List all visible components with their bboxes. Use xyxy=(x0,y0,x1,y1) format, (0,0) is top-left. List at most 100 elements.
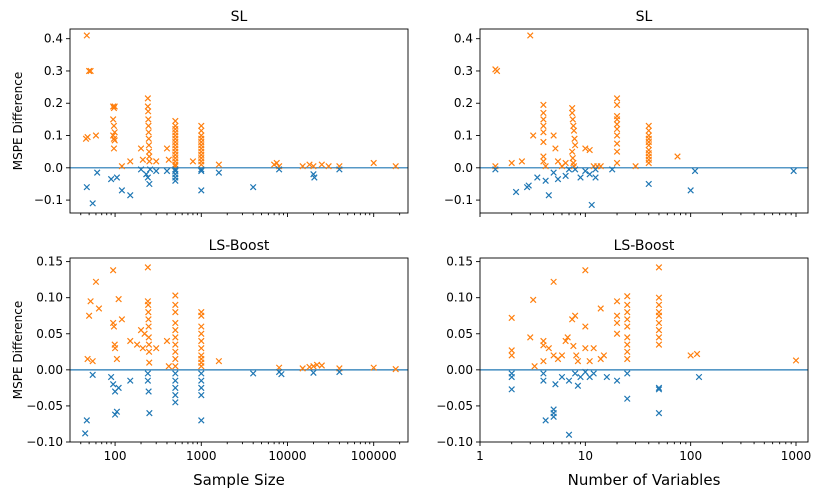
chart-3-point-0-20 xyxy=(574,357,582,365)
chart-3-frame xyxy=(479,257,809,443)
chart-3-point-1-12 xyxy=(565,377,573,384)
chart-1-point-0-5 xyxy=(518,158,526,165)
chart-1-point-0-47 xyxy=(632,162,639,170)
chart-3-point-1-23 xyxy=(655,384,663,392)
chart-3-point-0-7 xyxy=(540,342,547,349)
chart-1-point-1-15 xyxy=(588,201,595,209)
chart-1-point-1-16 xyxy=(592,166,599,173)
chart-3-point-0-46 xyxy=(655,312,663,319)
chart-1-title: SL xyxy=(636,9,653,25)
chart-3-point-0-41 xyxy=(624,355,631,363)
chart-2-point-1-26 xyxy=(278,370,285,378)
chart-2-point-0-51 xyxy=(198,363,205,370)
chart-2-point-1-28 xyxy=(336,368,343,376)
chart-3-point-1-4 xyxy=(540,377,547,384)
chart-1-point-0-58 xyxy=(645,159,652,167)
chart-3-point-0-29 xyxy=(613,298,621,305)
chart-2-point-0-24 xyxy=(145,323,152,330)
chart-0-point-1-5 xyxy=(118,187,126,194)
chart-2-point-0-8 xyxy=(110,323,118,330)
chart-0-ytick-label-0: −0.1 xyxy=(34,193,63,207)
chart-2-point-0-43 xyxy=(198,312,205,319)
chart-3-ytick-label-4: 0.10 xyxy=(446,291,473,305)
chart-1-point-1-11 xyxy=(571,166,579,173)
chart-1-point-0-3 xyxy=(529,132,537,139)
chart-3-point-1-19 xyxy=(603,373,611,381)
chart-0-point-0-8 xyxy=(111,103,118,110)
chart-1-point-0-9 xyxy=(540,116,547,123)
chart-1-frame xyxy=(479,28,809,214)
chart-3-point-0-25 xyxy=(590,344,597,352)
chart-0-point-0-67 xyxy=(306,161,313,168)
chart-1-point-0-13 xyxy=(540,153,547,160)
chart-3-ytick-label-0: −0.10 xyxy=(436,435,473,449)
chart-2-point-1-18 xyxy=(172,399,179,406)
chart-2-ytick-label-1: −0.05 xyxy=(26,399,63,413)
chart-3-ytick-label-1: −0.05 xyxy=(436,399,473,413)
chart-2-point-0-12 xyxy=(115,295,122,303)
chart-1-ytick-label-2: 0.1 xyxy=(454,129,473,143)
chart-3-point-1-1 xyxy=(508,373,515,381)
chart-3-point-0-50 xyxy=(655,341,663,348)
chart-0-point-0-49 xyxy=(189,158,197,165)
chart-2-xtick-label-2: 10000 xyxy=(268,449,306,463)
chart-2-ytick-label-4: 0.10 xyxy=(36,291,63,305)
chart-2-point-1-14 xyxy=(172,370,179,377)
chart-1-point-0-15 xyxy=(542,162,549,170)
chart-1-point-0-40 xyxy=(613,116,621,123)
chart-2-point-0-6 xyxy=(109,267,117,274)
chart-2-xtick-label-0: 100 xyxy=(104,449,127,463)
chart-0-point-1-24 xyxy=(275,166,283,173)
panel-lsboost-sample-size: −0.10 −0.05 0.00 0.05 0.10 0.15 100 1000 10000 10… xyxy=(11,238,409,489)
chart-2-point-0-40 xyxy=(172,355,179,363)
chart-1-point-0-46 xyxy=(613,159,621,167)
chart-0-point-0-23 xyxy=(145,116,152,123)
chart-0-point-1-1 xyxy=(89,200,96,207)
chart-2-point-0-34 xyxy=(172,308,179,316)
chart-1-point-1-5 xyxy=(542,177,549,184)
chart-2-point-1-9 xyxy=(127,377,134,384)
chart-1-ytick-label-3: 0.2 xyxy=(454,96,473,110)
chart-3-point-0-39 xyxy=(624,341,631,348)
chart-0-point-1-12 xyxy=(152,167,160,175)
chart-0-point-0-15 xyxy=(110,145,118,152)
chart-0-point-0-61 xyxy=(198,161,205,168)
chart-1-point-1-12 xyxy=(577,174,584,181)
chart-3-point-1-8 xyxy=(550,413,557,420)
chart-0-point-0-27 xyxy=(145,141,153,149)
chart-1-point-1-14 xyxy=(586,171,593,178)
chart-3-point-0-47 xyxy=(655,319,663,327)
chart-1-point-0-21 xyxy=(568,104,576,112)
chart-1-point-0-42 xyxy=(613,125,621,133)
chart-2-point-0-36 xyxy=(172,326,179,334)
chart-1-point-1-3 xyxy=(525,182,532,189)
chart-3-point-0-17 xyxy=(570,342,577,350)
chart-0-point-0-30 xyxy=(146,158,153,165)
chart-1-point-0-12 xyxy=(540,138,547,146)
chart-2-point-0-26 xyxy=(145,341,153,348)
chart-3-point-0-21 xyxy=(582,267,589,274)
chart-1-point-0-27 xyxy=(571,141,579,149)
chart-3-xtick-label-3: 1000 xyxy=(781,449,812,463)
chart-1-point-1-18 xyxy=(608,166,616,173)
chart-3-point-1-26 xyxy=(695,373,703,381)
chart-3-point-1-25 xyxy=(655,386,663,393)
chart-1-point-1-6 xyxy=(545,192,553,199)
chart-2-point-0-45 xyxy=(198,330,205,337)
chart-3-point-0-35 xyxy=(624,308,631,316)
chart-0-point-0-34 xyxy=(172,117,179,125)
chart-0-ylabel: MSPE Difference xyxy=(11,72,25,170)
chart-3-point-0-37 xyxy=(624,323,631,330)
chart-2-point-0-17 xyxy=(139,344,147,352)
chart-3-point-1-22 xyxy=(624,395,631,402)
chart-3-point-1-9 xyxy=(552,381,559,388)
chart-1-point-1-7 xyxy=(550,169,557,176)
chart-2-point-1-10 xyxy=(144,370,152,377)
chart-3-point-0-52 xyxy=(693,350,701,358)
chart-2-point-0-30 xyxy=(163,337,171,345)
chart-1-point-0-7 xyxy=(540,101,547,109)
chart-0-point-0-28 xyxy=(145,148,153,155)
chart-1-point-0-43 xyxy=(613,132,621,139)
chart-3-xtick-label-1: 10 xyxy=(578,449,593,463)
chart-0-point-0-14 xyxy=(111,137,118,144)
